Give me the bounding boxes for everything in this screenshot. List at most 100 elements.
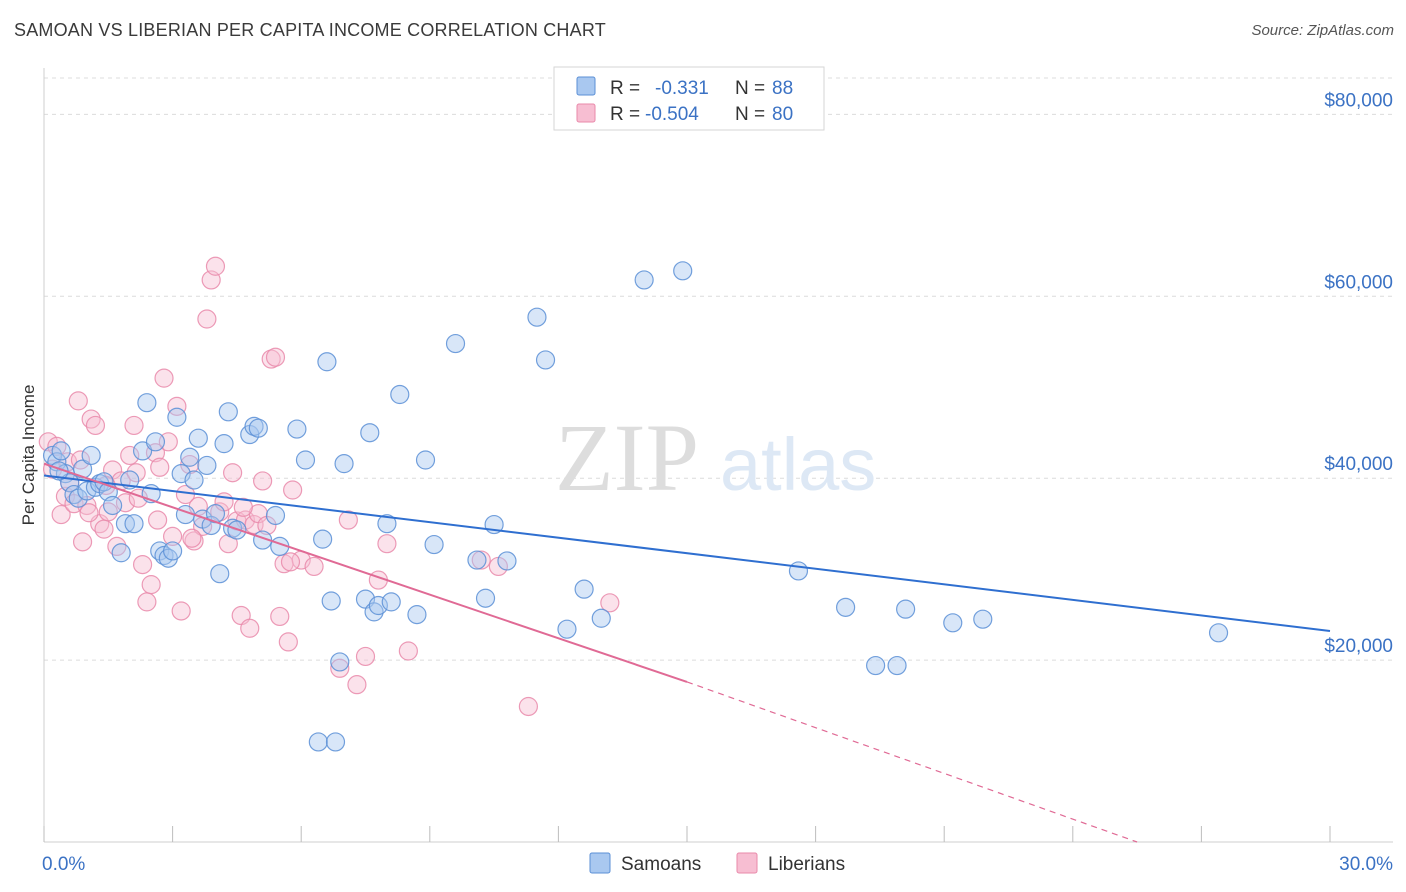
liberian-point bbox=[223, 463, 243, 483]
liberian-point bbox=[68, 391, 88, 411]
watermark: ZIP atlas bbox=[555, 404, 876, 511]
liberian-point bbox=[377, 534, 397, 554]
x-tick-label-max: 30.0% bbox=[1339, 854, 1393, 875]
liberian-point bbox=[471, 550, 491, 570]
samoan-point bbox=[308, 732, 328, 752]
liberian-point bbox=[184, 531, 204, 551]
samoan-point bbox=[265, 505, 286, 526]
liberian-point bbox=[283, 480, 303, 500]
legend-swatch-samoans bbox=[576, 76, 596, 96]
samoan-point bbox=[321, 591, 341, 611]
liberian-point bbox=[280, 552, 301, 572]
samoan-point bbox=[330, 652, 350, 672]
samoan-point bbox=[197, 455, 217, 476]
bottom-legend: Samoans Liberians bbox=[589, 852, 845, 875]
watermark-zip: ZIP bbox=[555, 404, 699, 511]
samoan-point bbox=[180, 447, 200, 467]
samoan-point bbox=[368, 595, 388, 616]
bottom-legend-swatch-samoans bbox=[589, 852, 611, 874]
watermark-atlas: atlas bbox=[720, 423, 876, 506]
liberian-point bbox=[94, 519, 114, 539]
liberian-point bbox=[265, 347, 286, 367]
samoan-point bbox=[535, 350, 556, 370]
y-tick-label: $20,000 bbox=[1324, 636, 1393, 657]
liberian-point bbox=[141, 575, 161, 595]
liberian-point bbox=[330, 658, 350, 678]
legend-r-label-1: R = bbox=[610, 78, 640, 99]
samoan-point bbox=[943, 613, 963, 633]
samoan-point bbox=[325, 732, 346, 752]
liberian-point bbox=[167, 396, 187, 416]
y-tick-label: $60,000 bbox=[1324, 272, 1393, 293]
liberian-point bbox=[154, 368, 174, 388]
source-label: Source: ZipAtlas.com bbox=[1251, 22, 1394, 39]
bottom-legend-label-samoans: Samoans bbox=[621, 854, 701, 875]
samoan-point bbox=[287, 419, 307, 439]
legend-r-value-1: -0.331 bbox=[655, 78, 709, 99]
samoan-point bbox=[390, 384, 410, 405]
legend-r-value-2: -0.504 bbox=[645, 104, 699, 125]
liberian-point bbox=[355, 646, 376, 667]
samoan-point bbox=[51, 441, 71, 461]
grid-layer bbox=[44, 77, 1393, 661]
samoan-point bbox=[866, 655, 886, 676]
samoan-point bbox=[475, 588, 496, 608]
legend-n-value-1: 88 bbox=[772, 78, 793, 99]
liberian-point bbox=[253, 471, 273, 491]
samoan-point bbox=[145, 432, 166, 452]
samoan-point bbox=[634, 270, 654, 290]
samoan-point bbox=[467, 550, 487, 570]
samoan-point bbox=[124, 514, 144, 534]
trend-layer bbox=[43, 462, 1331, 843]
samoan-point bbox=[334, 454, 354, 474]
liberian-point bbox=[197, 309, 217, 329]
liberian-point bbox=[270, 606, 290, 627]
liberian-point bbox=[518, 696, 538, 717]
legend-r-label-2: R = bbox=[610, 104, 640, 125]
samoan-point bbox=[407, 605, 427, 625]
liberian-point bbox=[600, 593, 620, 613]
legend-n-label-2: N = bbox=[735, 104, 765, 125]
axis-layer: $20,000 $40,000 $60,000 $80,000 bbox=[43, 68, 1393, 843]
samoan-point bbox=[248, 418, 268, 438]
samoan-point bbox=[445, 333, 466, 354]
samoan-point bbox=[72, 459, 93, 479]
legend-n-label-1: N = bbox=[735, 78, 765, 99]
liberian-point bbox=[137, 592, 157, 612]
liberian-point bbox=[278, 632, 298, 652]
liberian-point bbox=[120, 445, 140, 466]
samoan-point bbox=[591, 608, 611, 628]
samoan-point bbox=[218, 402, 238, 422]
samoan-point bbox=[896, 599, 916, 619]
liberian-point bbox=[240, 618, 260, 638]
y-tick-label: $80,000 bbox=[1324, 90, 1393, 111]
liberian-point bbox=[218, 534, 238, 554]
liberian-point bbox=[338, 510, 358, 530]
liberian-point bbox=[304, 556, 324, 577]
bottom-legend-swatch-liberians bbox=[736, 852, 758, 874]
samoan-point bbox=[527, 307, 547, 327]
liberian-trend-extension bbox=[686, 681, 1138, 843]
samoan-point bbox=[381, 592, 401, 612]
samoan-point bbox=[557, 619, 577, 639]
chart-title: SAMOAN VS LIBERIAN PER CAPITA INCOME COR… bbox=[14, 20, 606, 40]
liberian-point bbox=[398, 641, 418, 661]
liberian-trend-line bbox=[43, 462, 688, 683]
samoan-point bbox=[313, 529, 333, 549]
liberian-point bbox=[126, 463, 146, 483]
liberian-point bbox=[124, 415, 144, 436]
samoan-point bbox=[163, 541, 183, 561]
liberian-point bbox=[163, 526, 183, 547]
samoan-point bbox=[111, 543, 131, 563]
legend-box: R = -0.331 N = 88 R = -0.504 N = 80 bbox=[553, 66, 825, 131]
samoan-point bbox=[377, 514, 397, 534]
liberian-point bbox=[182, 528, 202, 548]
samoan-point bbox=[673, 261, 693, 281]
samoan-point bbox=[188, 428, 208, 448]
liberian-point bbox=[150, 457, 170, 477]
samoan-point bbox=[424, 534, 444, 555]
liberian-point bbox=[233, 497, 253, 517]
samoan-point bbox=[81, 445, 101, 466]
y-axis-title: Per Capita Income bbox=[19, 385, 38, 526]
